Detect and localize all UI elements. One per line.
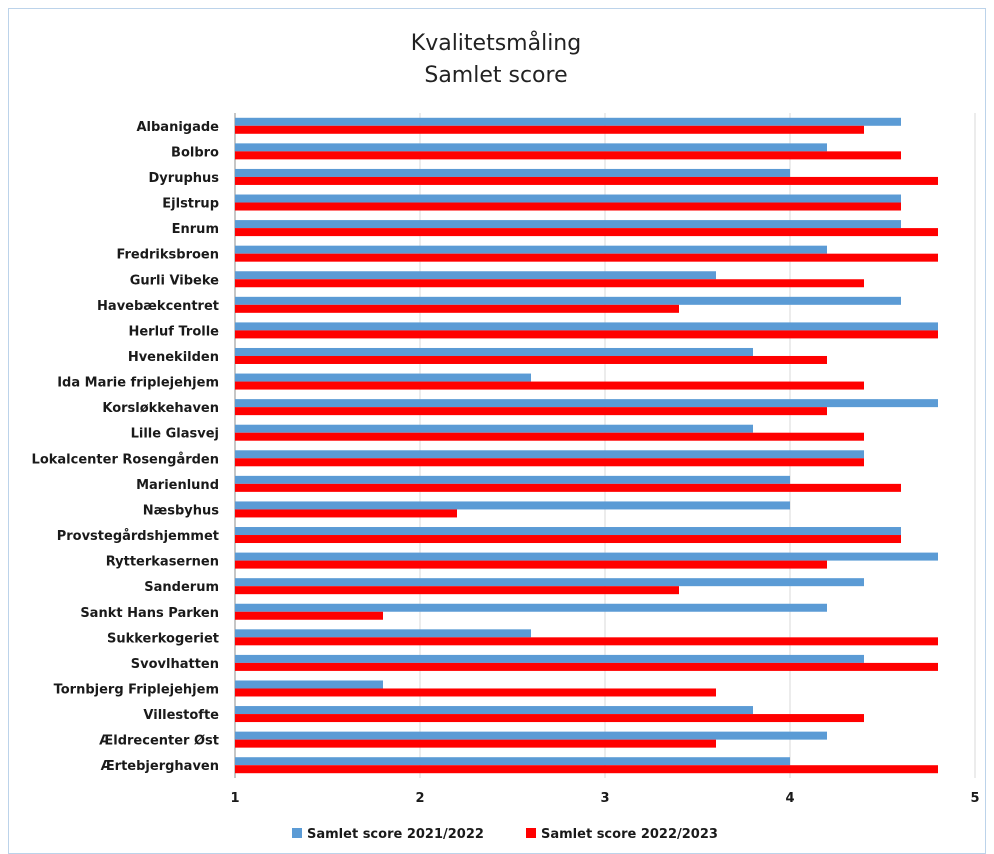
bar-2022-2023	[235, 432, 864, 441]
bar-2022-2023	[235, 253, 938, 262]
category-label: Ældrecenter Øst	[99, 734, 219, 749]
bar-2021-2022	[235, 245, 827, 254]
chart-title-line-1: Kvalitetsmåling	[411, 30, 581, 56]
bar-2022-2023	[235, 765, 938, 774]
bar-2021-2022	[235, 296, 901, 305]
x-tick-label: 3	[600, 791, 609, 806]
category-label: Lokalcenter Rosengården	[32, 452, 219, 467]
category-label: Ejlstrup	[162, 197, 219, 212]
bar-2021-2022	[235, 731, 827, 740]
category-label: Sanderum	[144, 580, 219, 595]
bar-2022-2023	[235, 330, 938, 339]
gridlines	[234, 113, 976, 778]
category-label: Sukkerkogeriet	[107, 631, 219, 646]
bar-2022-2023	[235, 125, 864, 134]
category-label: Rytterkasernen	[106, 555, 219, 570]
legend-label: Samlet score 2022/2023	[541, 827, 718, 842]
bar-2022-2023	[235, 662, 938, 671]
bar-2022-2023	[235, 509, 457, 518]
category-label: Ærtebjerghaven	[101, 759, 219, 774]
bar-2022-2023	[235, 228, 938, 237]
bar-2021-2022	[235, 654, 864, 663]
legend-swatch	[292, 828, 302, 838]
bar-2021-2022	[235, 552, 938, 561]
category-label: Albanigade	[136, 120, 219, 135]
bar-2021-2022	[235, 347, 753, 356]
category-label: Lille Glasvej	[131, 427, 219, 442]
category-label: Provstegårdshjemmet	[57, 529, 219, 544]
legend-label: Samlet score 2021/2022	[307, 827, 484, 842]
category-label: Tornbjerg Friplejehjem	[54, 682, 219, 697]
category-labels: Albanigade Bolbro Dyruphus Ejlstrup Enrum Fre…	[32, 120, 220, 774]
category-label: Bolbro	[171, 145, 219, 160]
x-tick-label: 5	[970, 791, 979, 806]
bar-2021-2022	[235, 373, 531, 382]
category-label: Sankt Hans Parken	[80, 606, 219, 621]
bar-2021-2022	[235, 757, 790, 766]
bar-2022-2023	[235, 176, 938, 185]
category-label: Havebækcentret	[97, 299, 219, 314]
bar-2021-2022	[235, 603, 827, 612]
bar-2022-2023	[235, 688, 716, 697]
bar-2022-2023	[235, 381, 864, 390]
x-tick-label: 4	[785, 791, 794, 806]
bar-2021-2022	[235, 475, 790, 484]
bar-2021-2022	[235, 322, 938, 331]
bar-2021-2022	[235, 629, 531, 638]
bar-2022-2023	[235, 739, 716, 748]
bar-2021-2022	[235, 450, 864, 459]
bar-2021-2022	[235, 399, 938, 408]
bar-2021-2022	[235, 706, 753, 715]
bar-2022-2023	[235, 535, 901, 544]
category-label: Korsløkkehaven	[102, 401, 219, 416]
bar-2021-2022	[235, 271, 716, 280]
category-label: Enrum	[172, 222, 219, 237]
bars	[235, 117, 938, 774]
bar-2021-2022	[235, 527, 901, 536]
bar-2022-2023	[235, 637, 938, 646]
bar-2021-2022	[235, 168, 790, 177]
category-label: Herluf Trolle	[128, 324, 219, 339]
bar-2021-2022	[235, 117, 901, 126]
bar-2022-2023	[235, 279, 864, 288]
category-label: Hvenekilden	[128, 350, 219, 365]
bar-2022-2023	[235, 483, 901, 492]
bar-2022-2023	[235, 714, 864, 723]
legend: Samlet score 2021/2022 Samlet score 2022/…	[292, 827, 718, 842]
bar-2022-2023	[235, 586, 679, 595]
category-label: Ida Marie friplejehjem	[57, 376, 219, 391]
category-label: Svovlhatten	[131, 657, 219, 672]
x-tick-label: 2	[415, 791, 424, 806]
bar-2021-2022	[235, 143, 827, 152]
bar-2022-2023	[235, 407, 827, 416]
category-label: Villestofte	[143, 708, 219, 723]
bar-2022-2023	[235, 458, 864, 467]
bar-2021-2022	[235, 501, 790, 510]
category-label: Marienlund	[136, 478, 219, 493]
bar-2021-2022	[235, 680, 383, 689]
bar-2022-2023	[235, 560, 827, 569]
category-label: Næsbyhus	[143, 503, 220, 518]
bar-2021-2022	[235, 424, 753, 433]
bar-2022-2023	[235, 304, 679, 313]
category-label: Fredriksbroen	[116, 248, 219, 263]
bar-2022-2023	[235, 151, 901, 160]
x-tick-labels: 1 2 3 4 5	[230, 791, 979, 806]
category-label: Dyruphus	[149, 171, 220, 186]
bar-2022-2023	[235, 355, 827, 364]
bar-2022-2023	[235, 611, 383, 620]
bar-2021-2022	[235, 194, 901, 203]
chart-title-line-2: Samlet score	[424, 63, 567, 88]
legend-swatch	[526, 828, 536, 838]
bar-2021-2022	[235, 578, 864, 587]
x-tick-label: 1	[230, 791, 239, 806]
bar-2021-2022	[235, 220, 901, 229]
bar-2022-2023	[235, 202, 901, 211]
category-label: Gurli Vibeke	[130, 273, 219, 288]
